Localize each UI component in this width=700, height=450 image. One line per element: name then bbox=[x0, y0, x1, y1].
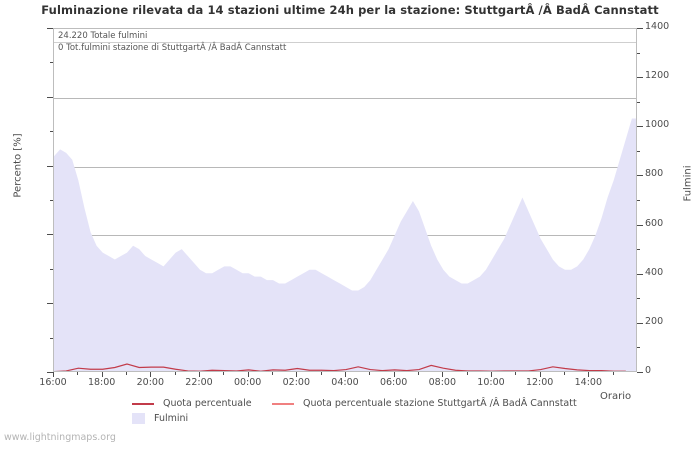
area-series-fulmini bbox=[54, 118, 636, 371]
legend-label: Quota percentuale stazione StuttgartÂ /Â… bbox=[303, 398, 577, 409]
x-axis-tick-label: 12:00 bbox=[525, 377, 554, 388]
right-axis-tick-mark bbox=[637, 372, 643, 373]
right-axis-minor-tick bbox=[637, 200, 640, 201]
legend-line-icon bbox=[132, 402, 154, 405]
right-axis-tick-label: 800 bbox=[645, 168, 664, 180]
plot-area: 24.220 Totale fulmini 0 Tot.fulmini staz… bbox=[53, 28, 637, 372]
x-axis-minor-tick bbox=[418, 372, 419, 375]
right-axis-minor-tick bbox=[637, 298, 640, 300]
left-axis-label: Percento [%] bbox=[12, 133, 24, 198]
legend-item[interactable]: Fulmini bbox=[132, 413, 188, 424]
right-axis-tick-label: 1400 bbox=[645, 21, 670, 32]
x-axis-tick-label: 08:00 bbox=[428, 377, 457, 388]
x-axis-tick-label: 14:00 bbox=[574, 377, 603, 388]
left-axis-minor-tick bbox=[50, 62, 53, 64]
left-axis-minor-tick bbox=[50, 131, 53, 133]
right-axis-tick-label: 400 bbox=[645, 266, 664, 278]
legend-item[interactable]: Quota percentuale bbox=[132, 398, 252, 409]
x-axis-minor-tick bbox=[564, 372, 565, 375]
right-axis-minor-tick bbox=[637, 249, 640, 251]
legend-swatch-icon bbox=[132, 413, 145, 424]
left-axis-tick-mark bbox=[47, 234, 53, 236]
x-axis-tick-mark bbox=[150, 372, 152, 377]
x-axis-minor-tick bbox=[126, 372, 127, 375]
x-axis-minor-tick bbox=[320, 372, 322, 375]
page-title: Fulminazione rilevata da 14 stazioni ult… bbox=[41, 3, 659, 17]
left-axis-tick-mark bbox=[47, 372, 53, 373]
x-axis-tick-mark bbox=[345, 372, 346, 377]
right-axis-tick-mark bbox=[637, 77, 643, 79]
x-axis-tick-mark bbox=[539, 372, 541, 377]
legend-label: Quota percentuale bbox=[163, 398, 252, 409]
right-axis-minor-tick bbox=[637, 52, 640, 54]
x-axis-minor-tick bbox=[174, 372, 176, 375]
x-axis-minor-tick bbox=[223, 372, 225, 375]
left-axis-tick-mark bbox=[47, 165, 53, 167]
annotation-divider bbox=[54, 42, 636, 43]
x-axis-tick-label: 04:00 bbox=[331, 377, 359, 388]
x-axis-tick-label: 20:00 bbox=[136, 377, 165, 388]
x-axis-tick-mark bbox=[393, 372, 395, 377]
right-axis-tick-mark bbox=[637, 273, 643, 275]
x-axis-minor-tick bbox=[272, 372, 273, 375]
x-axis-tick-label: 10:00 bbox=[477, 377, 505, 388]
left-axis-minor-tick bbox=[50, 337, 53, 339]
right-axis-tick-label: 200 bbox=[645, 315, 664, 327]
x-axis-label: Orario bbox=[600, 391, 632, 402]
x-axis-tick-mark bbox=[199, 372, 200, 377]
line-series-quota-percentuale bbox=[54, 363, 626, 371]
x-axis-minor-tick bbox=[369, 372, 371, 375]
x-axis-tick-mark bbox=[442, 372, 444, 377]
right-axis-minor-tick bbox=[637, 347, 640, 349]
series-layer bbox=[54, 118, 636, 371]
legend-line-icon bbox=[272, 402, 294, 405]
x-axis-minor-tick bbox=[515, 372, 517, 375]
right-axis-minor-tick bbox=[637, 150, 640, 152]
x-axis-tick-label: 18:00 bbox=[87, 377, 116, 388]
x-axis-minor-tick bbox=[77, 372, 79, 375]
x-axis-tick-label: 02:00 bbox=[282, 377, 311, 388]
left-axis-minor-tick bbox=[50, 200, 53, 201]
x-axis-tick-mark bbox=[491, 372, 492, 377]
gridline bbox=[54, 97, 636, 99]
right-axis-label: Fulmini bbox=[682, 165, 694, 202]
left-axis-minor-tick bbox=[50, 268, 53, 270]
x-axis-tick-label: 00:00 bbox=[233, 377, 262, 388]
x-axis-tick-mark bbox=[101, 372, 103, 377]
x-axis-tick-label: 22:00 bbox=[185, 377, 213, 388]
left-axis-tick-mark bbox=[47, 303, 53, 305]
x-axis-tick-mark bbox=[53, 372, 54, 377]
right-axis-minor-tick bbox=[637, 101, 640, 103]
left-axis-tick-mark bbox=[47, 28, 53, 29]
right-axis-tick-mark bbox=[637, 126, 643, 128]
watermark: www.lightningmaps.org bbox=[4, 432, 116, 443]
right-axis-tick-mark bbox=[637, 175, 643, 177]
left-axis-tick-mark bbox=[47, 96, 53, 98]
x-axis-minor-tick bbox=[466, 372, 468, 375]
legend-item[interactable]: Quota percentuale stazione StuttgartÂ /Â… bbox=[272, 398, 577, 409]
x-axis-minor-tick bbox=[612, 372, 614, 375]
right-axis-tick-label: 1000 bbox=[645, 119, 670, 131]
x-axis-tick-mark bbox=[296, 372, 298, 377]
x-axis-tick-label: 06:00 bbox=[379, 377, 408, 388]
gridline bbox=[54, 235, 636, 237]
gridline bbox=[54, 166, 636, 168]
total-strikes-annotation: 24.220 Totale fulmini bbox=[58, 31, 148, 41]
station-strikes-annotation: 0 Tot.fulmini stazione di StuttgartÂ /Â … bbox=[58, 43, 287, 53]
x-axis-tick-mark bbox=[588, 372, 590, 377]
right-axis-tick-mark bbox=[637, 28, 643, 29]
right-axis-tick-label: 600 bbox=[645, 217, 664, 229]
right-axis-tick-label: 0 bbox=[645, 365, 652, 376]
x-axis-tick-label: 16:00 bbox=[39, 377, 67, 388]
x-axis-tick-mark bbox=[247, 372, 249, 377]
right-axis-tick-mark bbox=[637, 224, 643, 226]
right-axis-tick-mark bbox=[637, 322, 643, 324]
legend-label: Fulmini bbox=[154, 413, 189, 424]
right-axis-tick-label: 1200 bbox=[645, 70, 670, 82]
